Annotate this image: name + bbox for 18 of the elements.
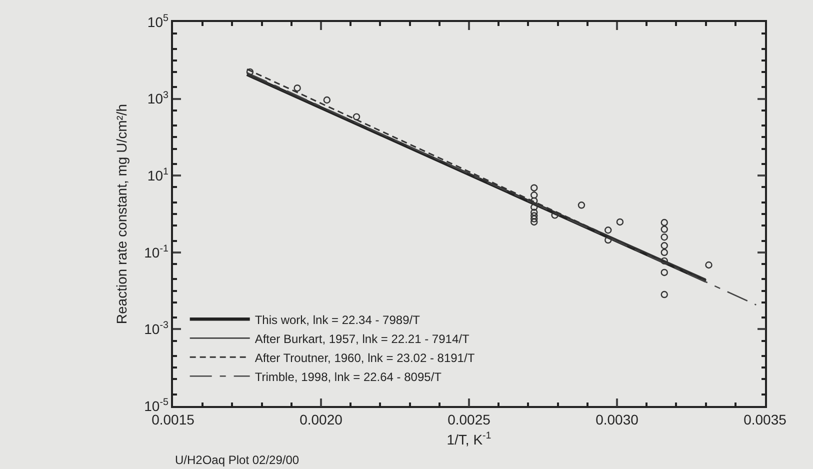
y-tick-label: 10$^{3}$: [147, 90, 169, 107]
y-tick-label: 10$^{-3}$: [144, 320, 169, 338]
x-tick-label: 0.0025: [448, 412, 491, 428]
y-tick-label: 10$^{5}$: [147, 13, 169, 30]
legend-label: After Burkart, 1957, lnk = 22.21 - 7914/T: [254, 332, 470, 346]
legend-label: This work, lnk = 22.34 - 7989/T: [254, 312, 421, 327]
x-tick-label: 0.0035: [744, 412, 787, 428]
y-tick-label: 10$^{-5}$: [144, 397, 169, 414]
text: U/H2Oaq Plot 02/29/00: [175, 453, 300, 467]
y-axis-title: Reaction rate constant, mg U/cm²/h: [113, 104, 130, 324]
x-axis-title: 1/T, K$^{-1}$: [446, 430, 492, 448]
y-tick-label: 10$^{-1}$: [144, 243, 168, 260]
x-tick-label: 0.0030: [596, 412, 639, 428]
legend-label: After Troutner, 1960, lnk = 23.02 - 8191/T: [254, 350, 476, 365]
y-tick-label: 10$^{1}$: [147, 166, 168, 184]
x-tick-label: 0.0020: [300, 412, 343, 428]
legend-label: Trimble, 1998, lnk = 22.64 - 8095/T: [254, 370, 442, 384]
x-tick-label: 0.0015: [152, 412, 195, 428]
